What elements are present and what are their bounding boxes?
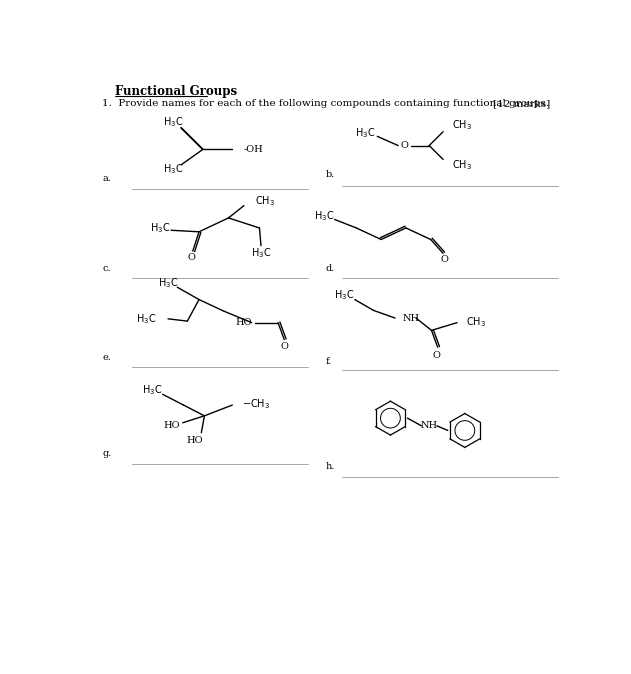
Text: Functional Groups: Functional Groups xyxy=(115,85,237,98)
Text: $\mathsf{H_3C}$: $\mathsf{H_3C}$ xyxy=(334,288,354,302)
Text: $\mathsf{H_3C}$: $\mathsf{H_3C}$ xyxy=(163,115,184,129)
Text: h.: h. xyxy=(326,462,334,471)
Text: $\mathsf{H_3C}$: $\mathsf{H_3C}$ xyxy=(136,312,156,326)
Text: O: O xyxy=(433,350,441,359)
Text: $\mathsf{-CH_3}$: $\mathsf{-CH_3}$ xyxy=(242,398,270,411)
Text: $\mathsf{H_3C}$: $\mathsf{H_3C}$ xyxy=(251,247,271,260)
Text: O: O xyxy=(280,342,288,351)
Text: HO: HO xyxy=(235,318,252,327)
Text: -OH: -OH xyxy=(243,145,263,154)
Text: c.: c. xyxy=(102,264,111,273)
Text: e.: e. xyxy=(102,353,111,362)
Text: f.: f. xyxy=(326,357,332,366)
Text: $\mathsf{H_3C}$: $\mathsf{H_3C}$ xyxy=(150,221,170,235)
Text: $\mathsf{CH_3}$: $\mathsf{CH_3}$ xyxy=(255,194,275,208)
Text: HO: HO xyxy=(187,436,203,445)
Text: a.: a. xyxy=(102,174,111,183)
Text: $\mathsf{H_3C}$: $\mathsf{H_3C}$ xyxy=(314,210,334,223)
Text: [12 marks]: [12 marks] xyxy=(493,100,550,109)
Text: $\mathsf{H_3C}$: $\mathsf{H_3C}$ xyxy=(143,383,163,396)
Text: g.: g. xyxy=(102,449,112,458)
Text: $\mathsf{H_3C}$: $\mathsf{H_3C}$ xyxy=(158,276,178,290)
Text: $\mathsf{CH_3}$: $\mathsf{CH_3}$ xyxy=(452,119,473,132)
Text: NH: NH xyxy=(421,421,438,430)
Text: $\mathsf{CH_3}$: $\mathsf{CH_3}$ xyxy=(452,158,473,173)
Text: 1.  Provide names for each of the following compounds containing functional grou: 1. Provide names for each of the followi… xyxy=(102,100,549,109)
Text: O: O xyxy=(440,255,449,264)
Text: $\mathsf{CH_3}$: $\mathsf{CH_3}$ xyxy=(466,315,487,329)
Text: $\mathsf{H_3C}$: $\mathsf{H_3C}$ xyxy=(163,162,184,177)
Text: NH: NH xyxy=(403,313,420,323)
Text: $\mathsf{H_3C}$: $\mathsf{H_3C}$ xyxy=(355,126,376,140)
Text: d.: d. xyxy=(326,264,334,273)
Text: b.: b. xyxy=(326,171,334,179)
Text: HO: HO xyxy=(163,421,180,429)
Text: O: O xyxy=(187,253,195,262)
Text: O: O xyxy=(401,141,408,150)
